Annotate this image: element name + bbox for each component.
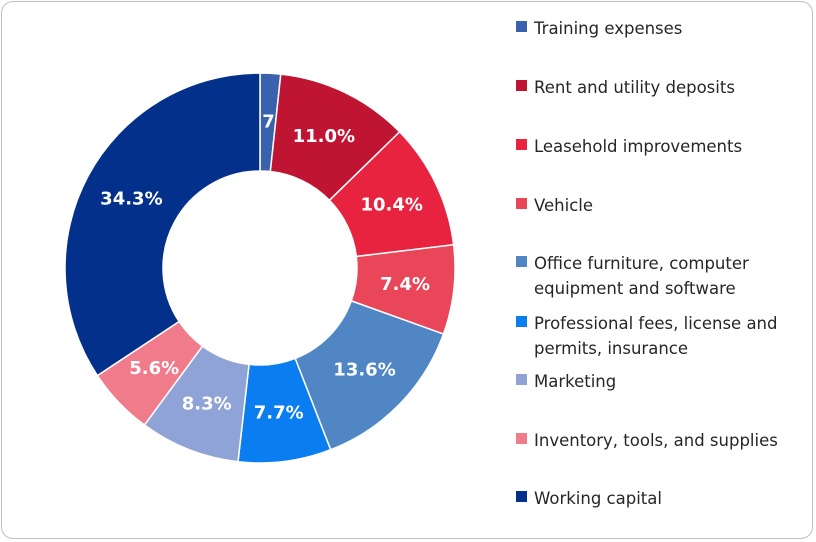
legend-item: Training expenses [516,16,804,41]
legend-item: Inventory, tools, and supplies [516,428,804,453]
slice-data-label: 8.3% [182,393,232,414]
legend-label: Professional fees, license and permits, … [534,314,778,358]
legend-label: Inventory, tools, and supplies [534,431,778,450]
slice-data-label: 7.4% [380,274,430,295]
legend-item: Office furniture, computer equipment and… [516,251,804,301]
legend-label: Office furniture, computer equipment and… [534,254,749,298]
slice-data-label: 34.3% [100,188,162,209]
legend-swatch [516,139,527,150]
legend-label: Rent and utility deposits [534,78,735,97]
legend-label: Training expenses [534,19,683,38]
slice-data-label: 10.4% [360,195,422,216]
legend-item: Marketing [516,369,804,394]
legend-item: Vehicle [516,193,804,218]
legend-label: Working capital [534,489,662,508]
chart-legend: Training expenses Rent and utility deposi… [516,0,812,540]
legend-swatch [516,80,527,91]
donut-slice [64,72,261,377]
legend-item: Rent and utility deposits [516,75,804,100]
slice-data-label: 13.6% [333,359,395,380]
legend-item: Professional fees, license and permits, … [516,311,804,361]
legend-item: Leasehold improvements [516,134,804,159]
legend-swatch [516,316,527,327]
legend-swatch [516,433,527,444]
legend-swatch [516,21,527,32]
legend-label: Leasehold improvements [534,137,743,156]
slice-data-label: 7.7% [254,402,304,423]
legend-item: Working capital [516,486,804,511]
legend-label: Marketing [534,372,617,391]
legend-swatch [516,256,527,267]
legend-label: Vehicle [534,196,594,215]
slice-data-label: 5.6% [129,358,179,379]
legend-swatch [516,198,527,209]
legend-swatch [516,491,527,502]
slice-data-label: 11.0% [293,126,355,147]
legend-swatch [516,374,527,385]
